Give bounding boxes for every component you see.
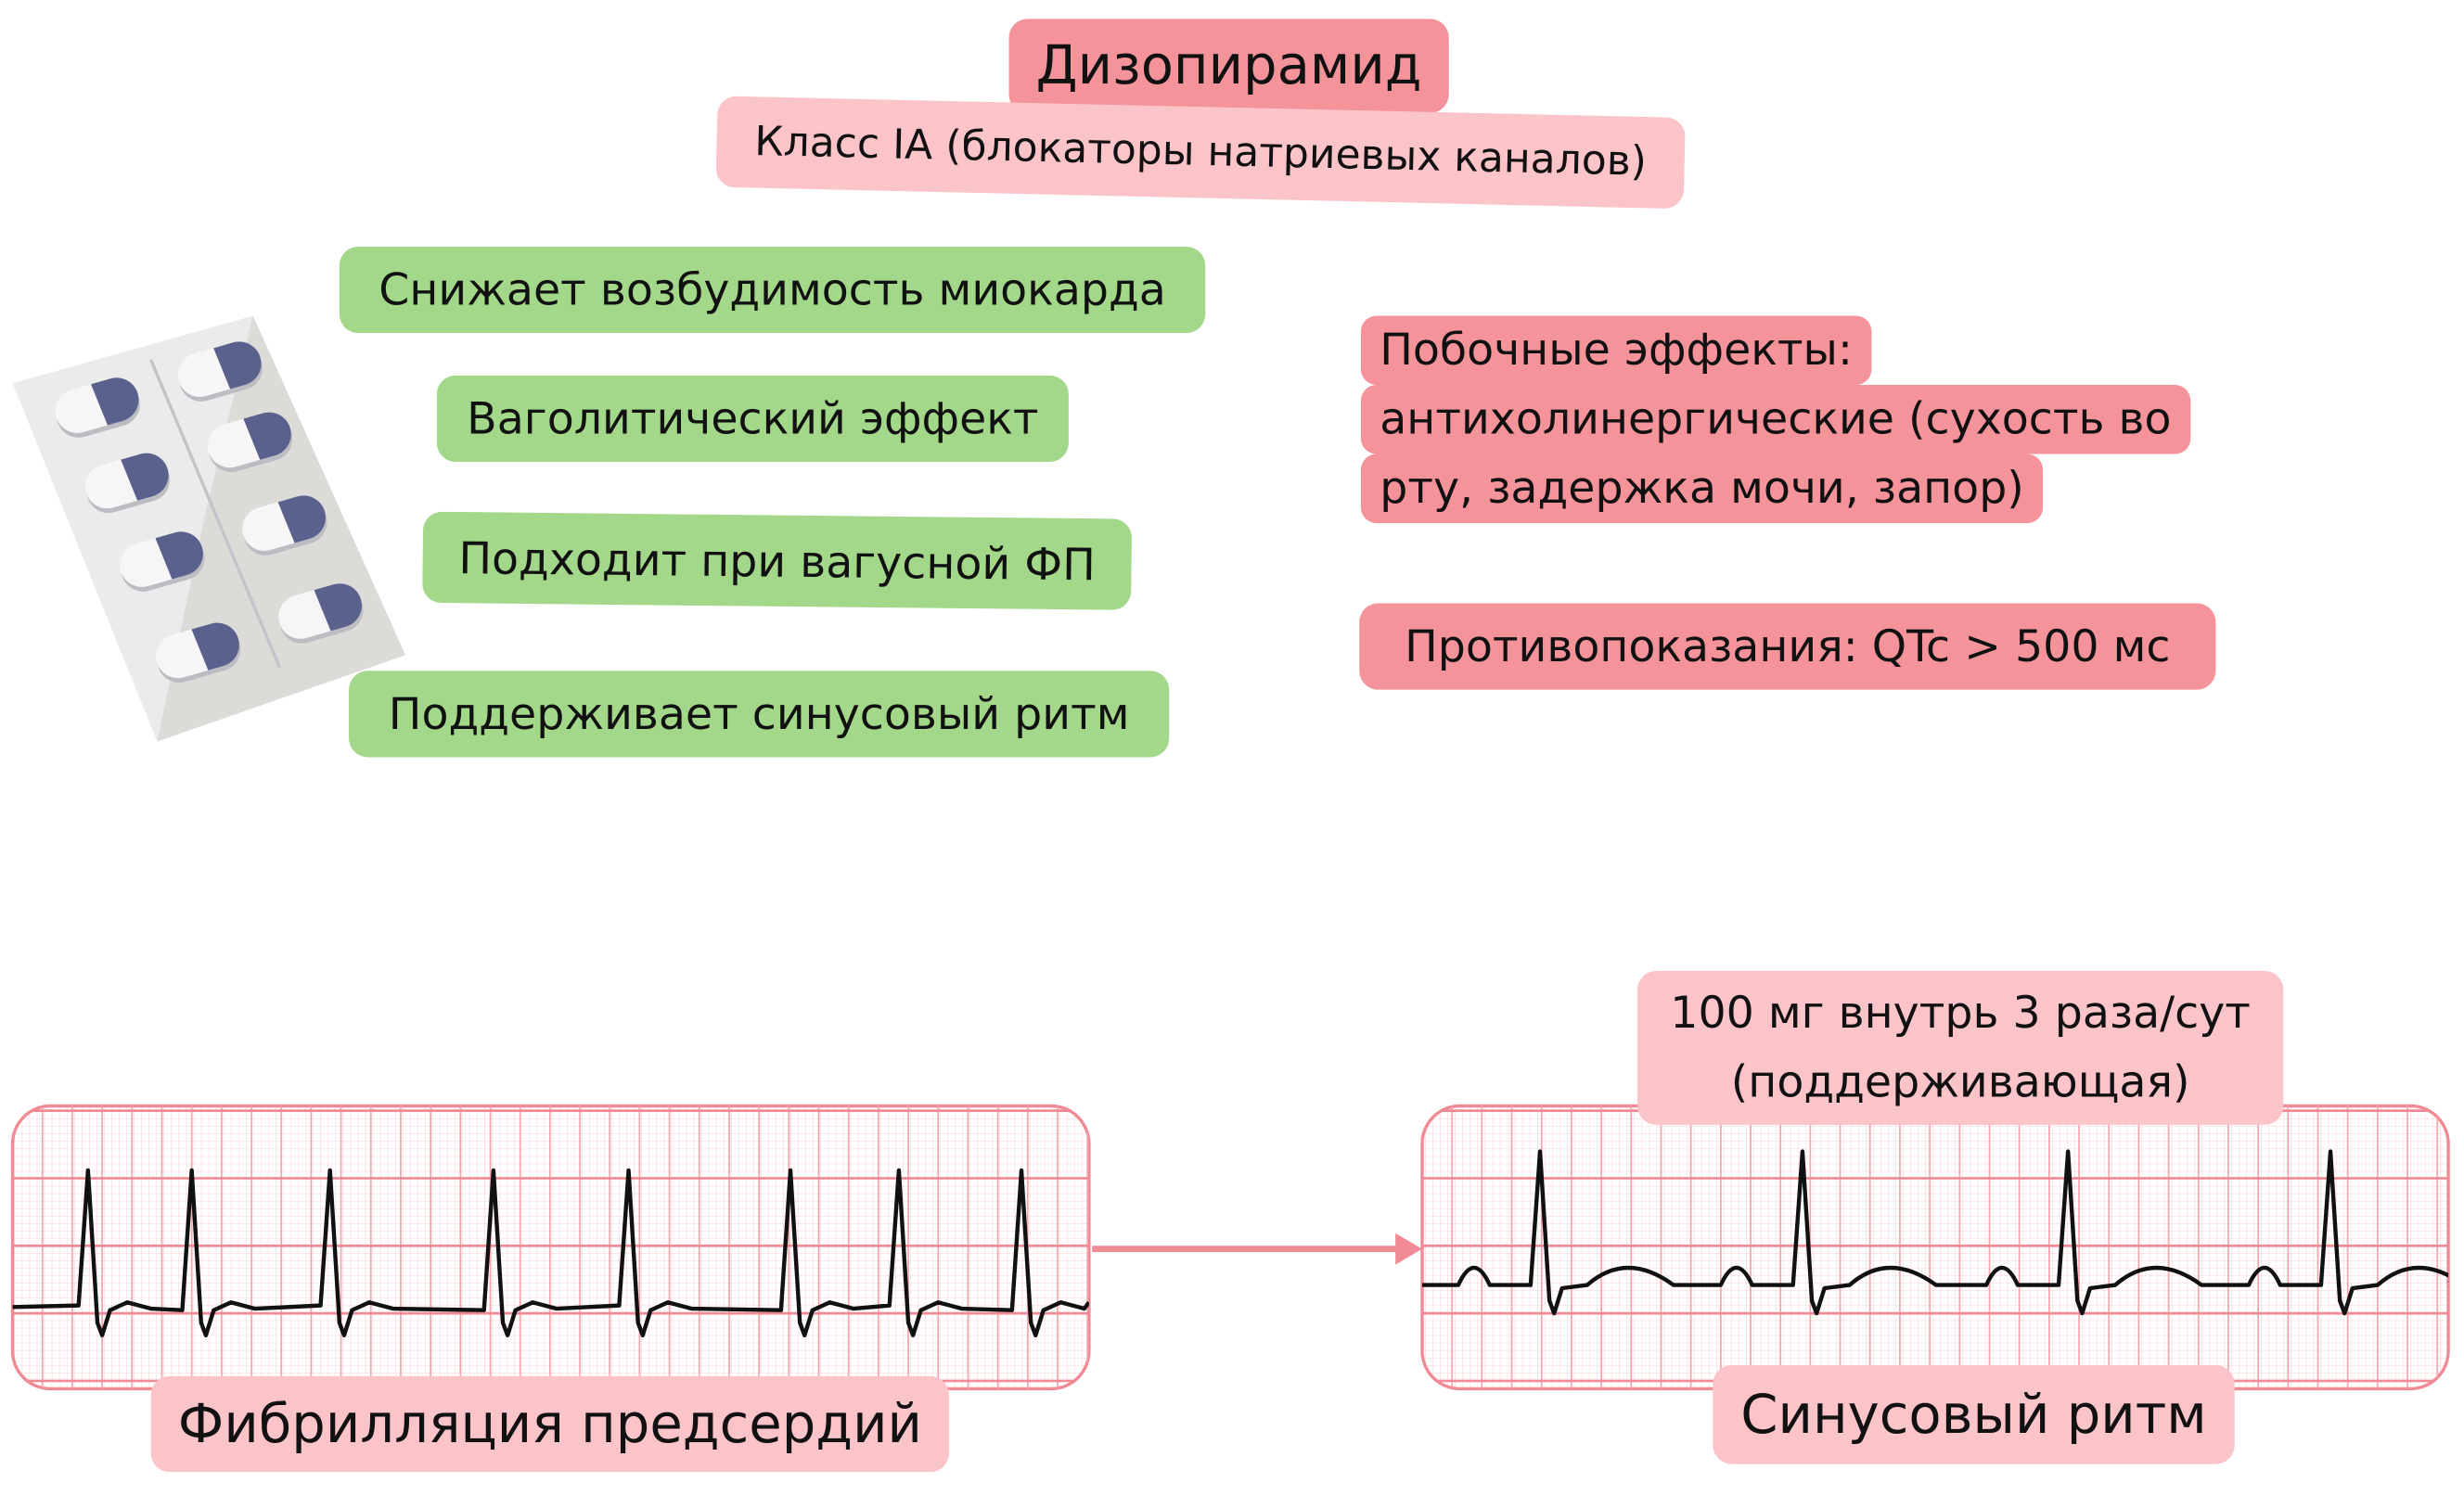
drug-title: Дизопирамид <box>1008 19 1449 113</box>
pill <box>55 377 140 438</box>
ecg-trace <box>1421 1149 2449 1316</box>
pill <box>120 531 205 592</box>
effect-vagal-af: Подходит при вагусной ФП <box>422 511 1133 610</box>
side-effects-line: Побочные эффекты: <box>1360 315 1872 386</box>
ecg-right-label: Синусовый ритм <box>1713 1364 2235 1464</box>
dose-box: 100 мг внутрь 3 раза/сут (поддерживающая… <box>1637 970 2284 1125</box>
ecg-trace <box>12 1168 1089 1338</box>
pill <box>156 622 241 684</box>
effect-vagolytic: Ваголитический эффект <box>436 375 1069 463</box>
ecg-grid <box>1420 1104 2450 1391</box>
pill-blister-icon <box>12 315 406 742</box>
pill <box>84 453 171 514</box>
effect-sinus-rhythm: Поддерживает синусовый ритм <box>349 671 1170 758</box>
ecg-strip-atrial-fibrillation <box>10 1104 1091 1391</box>
side-effects-line: рту, задержка мочи, запор) <box>1360 454 2044 524</box>
ecg-strip-sinus-rhythm <box>1420 1104 2450 1391</box>
ecg-left-label: Фибрилляция предсердий <box>150 1375 950 1473</box>
pill <box>278 583 364 644</box>
effect-excitability: Снижает возбудимость миокарда <box>339 246 1206 334</box>
contraindications: Противопоказания: QTc > 500 мс <box>1359 603 2216 690</box>
pill <box>177 341 263 402</box>
side-effects-line: антихолинергические (сухость во <box>1360 385 2190 454</box>
pill <box>207 412 293 473</box>
dose-line: (поддерживающая) <box>1730 1055 2190 1108</box>
arrow-right-icon <box>1092 1233 1422 1265</box>
pill <box>242 495 327 556</box>
dose-line: 100 мг внутрь 3 раза/сут <box>1670 986 2251 1039</box>
side-effects: Побочные эффекты: антихолинергические (с… <box>1360 315 2190 524</box>
